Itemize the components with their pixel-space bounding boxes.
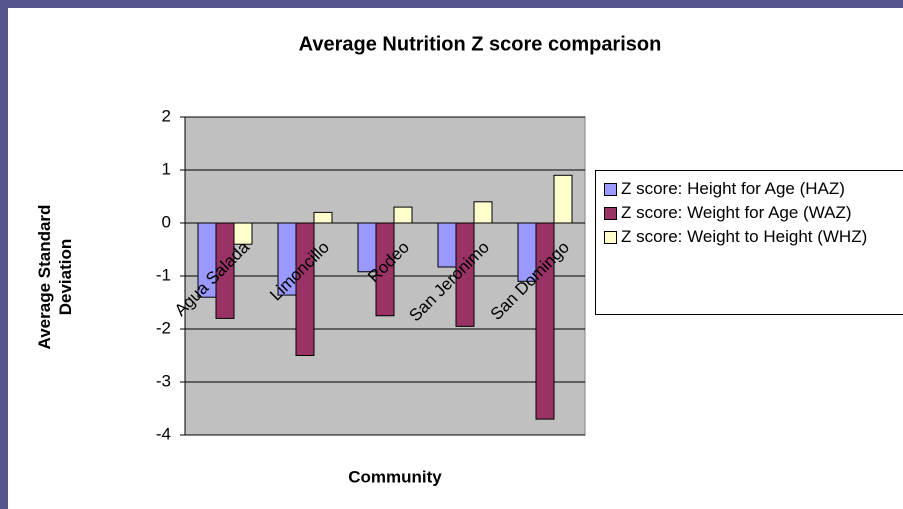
legend: Z score: Height for Age (HAZ) Z score: We… bbox=[595, 170, 903, 315]
y-tick-label: 2 bbox=[162, 106, 171, 125]
bar bbox=[473, 201, 493, 224]
bar bbox=[437, 222, 457, 268]
legend-label: Z score: Weight to Height (WHZ) bbox=[621, 227, 868, 246]
bar bbox=[393, 206, 413, 224]
bar bbox=[295, 222, 315, 356]
legend-swatch bbox=[604, 183, 617, 196]
y-tick-label: -4 bbox=[156, 424, 171, 443]
y-tick-label: 1 bbox=[162, 159, 171, 178]
legend-label: Z score: Height for Age (HAZ) bbox=[621, 179, 845, 198]
legend-swatch bbox=[604, 207, 617, 220]
x-axis-title: Community bbox=[348, 467, 442, 486]
legend-swatch bbox=[604, 231, 617, 244]
y-tick-label: -2 bbox=[156, 318, 171, 337]
legend-item: Z score: Height for Age (HAZ) bbox=[604, 177, 894, 201]
legend-item: Z score: Weight for Age (WAZ) bbox=[604, 201, 894, 225]
legend-label: Z score: Weight for Age (WAZ) bbox=[621, 203, 852, 222]
y-tick-label: -3 bbox=[156, 371, 171, 390]
y-tick-label: -1 bbox=[156, 265, 171, 284]
legend-item: Z score: Weight to Height (WHZ) bbox=[604, 225, 894, 249]
y-tick-label: 0 bbox=[162, 212, 171, 231]
bar bbox=[313, 211, 333, 224]
chart-title: Average Nutrition Z score comparison bbox=[299, 33, 662, 55]
bar bbox=[553, 174, 573, 224]
y-axis-title: Average Standard Deviation bbox=[35, 204, 75, 350]
